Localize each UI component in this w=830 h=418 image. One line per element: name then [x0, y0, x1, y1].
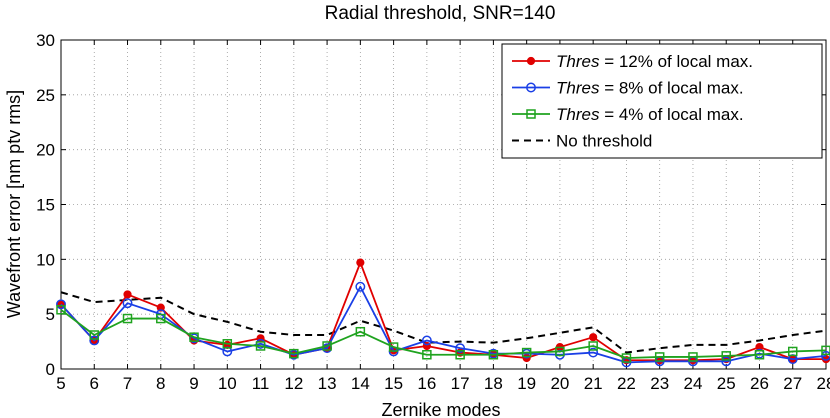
x-tick-label: 28: [817, 374, 830, 393]
data-point: [787, 346, 798, 357]
legend-label: Thres = 4% of local max.: [556, 105, 744, 124]
data-point: [555, 346, 565, 357]
legend-label: No threshold: [556, 132, 652, 151]
data-point: [488, 349, 499, 360]
data-point: [189, 332, 199, 342]
data-point: [56, 305, 66, 315]
data-point: [621, 353, 632, 363]
x-tick-label: 8: [156, 374, 165, 393]
data-point: [422, 349, 432, 360]
series-layer: [56, 258, 830, 368]
data-point: [355, 281, 366, 292]
data-point: [821, 345, 830, 356]
data-point: [89, 335, 100, 346]
y-axis-label: Wavefront error [nm ptv rms]: [4, 90, 24, 318]
data-point: [521, 347, 532, 358]
y-tick-label: 10: [36, 250, 55, 269]
legend-item: No threshold: [512, 132, 652, 151]
series-line: [60, 285, 827, 364]
data-point: [588, 347, 599, 358]
series-1: [56, 258, 830, 365]
data-point: [56, 299, 66, 310]
chart-title: Radial threshold, SNR=140: [325, 3, 556, 24]
y-tick-label: 15: [36, 196, 55, 215]
x-tick-label: 9: [189, 374, 198, 393]
data-point: [255, 341, 266, 351]
y-tick-label: 20: [36, 141, 55, 160]
legend-label: Thres = 8% of local max.: [556, 79, 744, 98]
x-tick-label: 11: [252, 374, 270, 393]
x-tick-label: 20: [550, 374, 569, 393]
legend-item: Thres = 8% of local max.: [512, 79, 744, 98]
data-point: [356, 258, 365, 267]
legend-item: Thres = 4% of local max.: [512, 105, 744, 124]
x-tick-label: 13: [318, 374, 337, 393]
legend-swatch-marker: [526, 82, 536, 93]
gridlines: [61, 40, 826, 369]
legend: Thres = 12% of local max. Thres = 8% of l…: [501, 43, 823, 159]
data-point: [654, 352, 665, 362]
data-point: [421, 335, 432, 346]
y-tick-label: 5: [46, 305, 55, 324]
x-tick-label: 27: [783, 374, 802, 393]
series-3: [56, 305, 830, 363]
data-point: [455, 349, 465, 360]
data-point: [688, 352, 698, 362]
data-point: [222, 339, 233, 349]
y-tick-label: 0: [46, 360, 55, 379]
x-tick-label: 6: [90, 374, 99, 393]
x-tick-label: 5: [56, 374, 65, 393]
legend-box: [501, 43, 823, 159]
x-tick-label: 16: [417, 374, 436, 393]
x-tick-label: 17: [451, 374, 470, 393]
x-tick-label: 14: [351, 374, 370, 393]
data-point: [355, 326, 366, 337]
legend-label: Thres = 12% of local max.: [556, 52, 753, 71]
data-point: [589, 333, 598, 342]
x-tick-label: 21: [584, 374, 603, 393]
x-tick-label: 12: [284, 374, 303, 393]
data-point: [721, 356, 732, 367]
x-tick-label: 23: [650, 374, 669, 393]
series-4: [60, 291, 827, 354]
data-point: [388, 342, 399, 352]
data-point: [122, 313, 133, 324]
legend-item: Thres = 12% of local max.: [512, 52, 753, 71]
data-point: [588, 341, 598, 351]
x-tick-label: 26: [750, 374, 769, 393]
x-tick-label: 19: [517, 374, 536, 393]
x-tick-label: 7: [123, 374, 132, 393]
data-point: [89, 330, 100, 340]
data-point: [156, 303, 165, 312]
data-point: [123, 290, 132, 299]
data-point: [821, 350, 830, 361]
data-point: [289, 348, 299, 359]
series-line: [60, 309, 827, 359]
y-tick-label: 25: [36, 86, 55, 105]
x-tick-label: 22: [617, 374, 636, 393]
data-point: [156, 313, 166, 324]
data-point: [122, 298, 133, 309]
x-tick-label: 25: [717, 374, 736, 393]
data-point: [322, 341, 332, 351]
data-point: [721, 351, 731, 361]
x-tick-label: 24: [683, 374, 702, 393]
data-point: [455, 343, 466, 354]
x-tick-label: 18: [484, 374, 503, 393]
x-tick-label: 15: [384, 374, 403, 393]
data-point: [754, 349, 765, 360]
legend-swatch-marker: [526, 56, 536, 66]
x-tick-label: 10: [218, 374, 237, 393]
legend-swatch-marker: [526, 109, 536, 119]
axis-ticks: 5 6 7 8 9 10 11 12 13 14 15 16 17 18 19 20 21 22 23 24 25 26 2…: [36, 31, 830, 393]
series-line: [60, 291, 827, 354]
y-tick-label: 30: [36, 31, 55, 50]
x-axis-label: Zernike modes: [381, 400, 500, 418]
